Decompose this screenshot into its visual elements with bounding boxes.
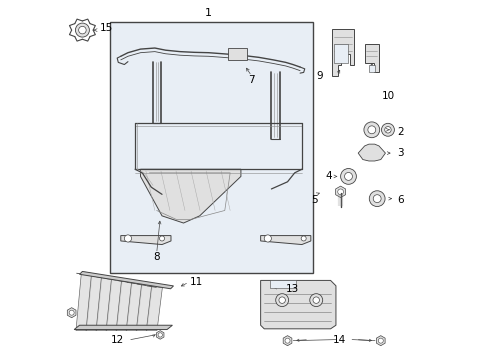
Circle shape: [158, 333, 162, 337]
Polygon shape: [335, 186, 345, 198]
Text: 3: 3: [396, 148, 403, 158]
Text: 14: 14: [332, 334, 346, 345]
Circle shape: [340, 168, 356, 184]
Circle shape: [275, 294, 288, 307]
Circle shape: [264, 235, 271, 242]
Text: 2: 2: [396, 127, 403, 136]
Polygon shape: [146, 286, 162, 330]
Text: 12: 12: [110, 334, 123, 345]
Polygon shape: [140, 169, 241, 223]
Circle shape: [344, 172, 352, 180]
Circle shape: [159, 236, 164, 241]
Text: 9: 9: [316, 71, 323, 81]
Bar: [333, 44, 347, 63]
Circle shape: [301, 236, 305, 241]
Bar: [368, 64, 374, 72]
Polygon shape: [283, 336, 291, 346]
Polygon shape: [86, 275, 102, 330]
Polygon shape: [136, 284, 152, 330]
Polygon shape: [76, 273, 92, 330]
Polygon shape: [74, 325, 172, 329]
Circle shape: [69, 310, 74, 315]
Circle shape: [368, 191, 384, 207]
Polygon shape: [96, 277, 112, 330]
Polygon shape: [106, 279, 122, 330]
Polygon shape: [126, 282, 142, 330]
Circle shape: [312, 297, 319, 303]
Circle shape: [278, 297, 285, 303]
Text: 15: 15: [100, 23, 113, 33]
Text: 8: 8: [153, 252, 160, 262]
Circle shape: [381, 123, 394, 136]
Polygon shape: [260, 235, 310, 244]
Text: 7: 7: [248, 75, 254, 85]
Polygon shape: [156, 330, 163, 339]
Polygon shape: [116, 280, 132, 330]
Polygon shape: [376, 336, 385, 346]
Bar: [110, 22, 312, 273]
Polygon shape: [364, 44, 378, 72]
Circle shape: [378, 338, 383, 343]
Circle shape: [309, 294, 322, 307]
Text: 4: 4: [325, 171, 331, 181]
Polygon shape: [357, 144, 385, 161]
Polygon shape: [269, 280, 296, 288]
Polygon shape: [332, 30, 353, 76]
Circle shape: [124, 235, 131, 242]
Polygon shape: [80, 271, 173, 289]
Polygon shape: [121, 235, 171, 244]
Circle shape: [384, 127, 390, 133]
Circle shape: [372, 195, 380, 203]
Circle shape: [79, 26, 86, 34]
Circle shape: [363, 122, 379, 138]
Circle shape: [337, 189, 343, 195]
Bar: [228, 48, 246, 60]
Polygon shape: [260, 280, 335, 329]
Text: 1: 1: [205, 8, 212, 18]
Circle shape: [75, 23, 89, 37]
Text: 11: 11: [189, 277, 203, 287]
Polygon shape: [67, 308, 76, 318]
Text: 5: 5: [310, 195, 317, 205]
Text: 13: 13: [285, 284, 299, 294]
Circle shape: [285, 338, 289, 343]
Circle shape: [367, 126, 375, 134]
Text: 6: 6: [396, 195, 403, 205]
Text: 10: 10: [381, 91, 394, 101]
